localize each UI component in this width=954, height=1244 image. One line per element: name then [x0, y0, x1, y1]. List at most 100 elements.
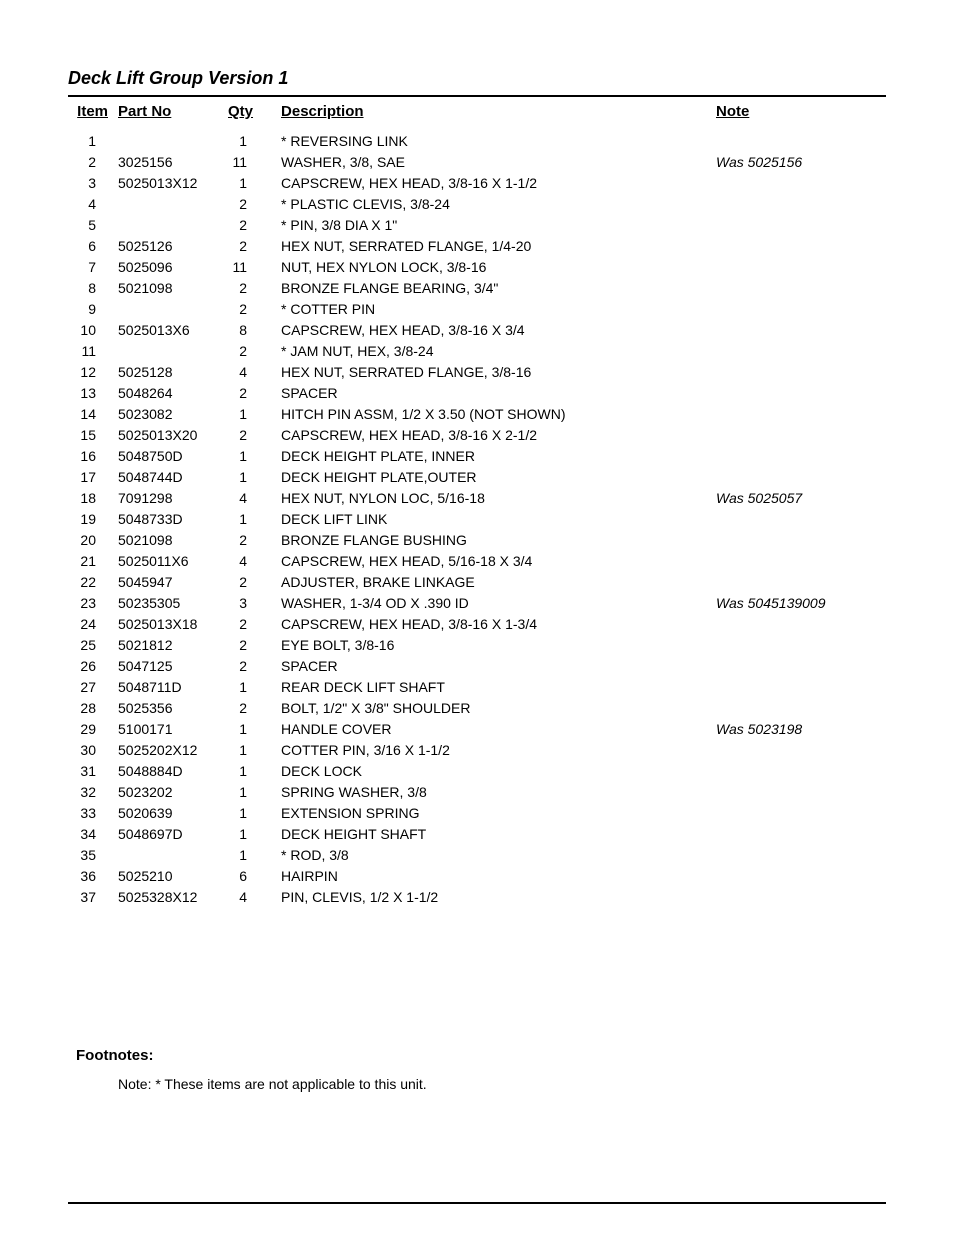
col-header-note: Note	[716, 103, 886, 130]
cell-note	[716, 529, 886, 550]
cell-note	[716, 823, 886, 844]
cell-qty: 2	[228, 424, 281, 445]
cell-qty: 4	[228, 361, 281, 382]
cell-description: HITCH PIN ASSM, 1/2 X 3.50 (NOT SHOWN)	[281, 403, 716, 424]
cell-description: CAPSCREW, HEX HEAD, 3/8-16 X 1-1/2	[281, 172, 716, 193]
table-row: 345048697D1DECK HEIGHT SHAFT	[68, 823, 886, 844]
cell-partno: 7091298	[118, 487, 228, 508]
cell-item: 33	[68, 802, 118, 823]
cell-note	[716, 466, 886, 487]
cell-qty: 2	[228, 697, 281, 718]
table-row: 2250459472ADJUSTER, BRAKE LINKAGE	[68, 571, 886, 592]
table-row: 7502509611NUT, HEX NYLON LOCK, 3/8-16	[68, 256, 886, 277]
cell-description: * COTTER PIN	[281, 298, 716, 319]
cell-note	[716, 655, 886, 676]
cell-partno: 5025210	[118, 865, 228, 886]
table-row: 92* COTTER PIN	[68, 298, 886, 319]
table-row: 165048750D1DECK HEIGHT PLATE, INNER	[68, 445, 886, 466]
cell-partno: 5025328X12	[118, 886, 228, 907]
cell-qty: 1	[228, 823, 281, 844]
cell-partno: 5025356	[118, 697, 228, 718]
cell-item: 19	[68, 508, 118, 529]
cell-qty: 2	[228, 382, 281, 403]
cell-partno: 5048884D	[118, 760, 228, 781]
cell-note	[716, 760, 886, 781]
cell-item: 31	[68, 760, 118, 781]
table-row: 35025013X121CAPSCREW, HEX HEAD, 3/8-16 X…	[68, 172, 886, 193]
cell-description: REAR DECK LIFT SHAFT	[281, 676, 716, 697]
cell-item: 9	[68, 298, 118, 319]
table-row: 3650252106HAIRPIN	[68, 865, 886, 886]
cell-partno: 5021098	[118, 529, 228, 550]
cell-partno: 50235305	[118, 592, 228, 613]
table-row: 195048733D1DECK LIFT LINK	[68, 508, 886, 529]
cell-qty: 8	[228, 319, 281, 340]
cell-item: 32	[68, 781, 118, 802]
cell-note	[716, 508, 886, 529]
cell-note	[716, 445, 886, 466]
cell-partno: 5023082	[118, 403, 228, 424]
cell-item: 12	[68, 361, 118, 382]
cell-item: 15	[68, 424, 118, 445]
table-row: 2302515611WASHER, 3/8, SAEWas 5025156	[68, 151, 886, 172]
cell-qty: 1	[228, 781, 281, 802]
cell-item: 24	[68, 613, 118, 634]
cell-partno: 5025013X6	[118, 319, 228, 340]
parts-table-body: 11* REVERSING LINK2302515611WASHER, 3/8,…	[68, 130, 886, 907]
cell-note	[716, 676, 886, 697]
cell-item: 14	[68, 403, 118, 424]
cell-note	[716, 844, 886, 865]
cell-qty: 11	[228, 256, 281, 277]
cell-partno: 5025128	[118, 361, 228, 382]
table-row: 3250232021SPRING WASHER, 3/8	[68, 781, 886, 802]
table-row: 105025013X68CAPSCREW, HEX HEAD, 3/8-16 X…	[68, 319, 886, 340]
cell-item: 29	[68, 718, 118, 739]
cell-qty: 1	[228, 466, 281, 487]
cell-note	[716, 172, 886, 193]
cell-description: SPACER	[281, 382, 716, 403]
cell-note	[716, 886, 886, 907]
table-row: 1250251284HEX NUT, SERRATED FLANGE, 3/8-…	[68, 361, 886, 382]
cell-description: EXTENSION SPRING	[281, 802, 716, 823]
cell-partno: 5045947	[118, 571, 228, 592]
table-row: 2850253562BOLT, 1/2" X 3/8" SHOULDER	[68, 697, 886, 718]
table-row: 850210982BRONZE FLANGE BEARING, 3/4"	[68, 277, 886, 298]
cell-partno: 5048733D	[118, 508, 228, 529]
cell-partno: 5048697D	[118, 823, 228, 844]
cell-partno: 5025013X18	[118, 613, 228, 634]
cell-partno: 5025013X12	[118, 172, 228, 193]
table-row: 245025013X182CAPSCREW, HEX HEAD, 3/8-16 …	[68, 613, 886, 634]
cell-item: 5	[68, 214, 118, 235]
cell-qty: 3	[228, 592, 281, 613]
cell-description: * ROD, 3/8	[281, 844, 716, 865]
parts-table: Item Part No Qty Description Note 11* RE…	[68, 103, 886, 907]
cell-note	[716, 277, 886, 298]
cell-partno: 5021812	[118, 634, 228, 655]
cell-qty: 1	[228, 508, 281, 529]
cell-item: 23	[68, 592, 118, 613]
cell-description: CAPSCREW, HEX HEAD, 5/16-18 X 3/4	[281, 550, 716, 571]
cell-item: 27	[68, 676, 118, 697]
cell-note	[716, 802, 886, 823]
cell-description: SPACER	[281, 655, 716, 676]
cell-description: DECK HEIGHT PLATE, INNER	[281, 445, 716, 466]
cell-partno	[118, 214, 228, 235]
cell-item: 20	[68, 529, 118, 550]
cell-note	[716, 739, 886, 760]
cell-partno	[118, 298, 228, 319]
cell-qty: 1	[228, 445, 281, 466]
cell-qty: 2	[228, 655, 281, 676]
cell-item: 36	[68, 865, 118, 886]
cell-description: WASHER, 1-3/4 OD X .390 ID	[281, 592, 716, 613]
cell-description: EYE BOLT, 3/8-16	[281, 634, 716, 655]
cell-partno: 5025202X12	[118, 739, 228, 760]
cell-description: NUT, HEX NYLON LOCK, 3/8-16	[281, 256, 716, 277]
cell-item: 18	[68, 487, 118, 508]
cell-item: 11	[68, 340, 118, 361]
cell-item: 2	[68, 151, 118, 172]
cell-description: DECK HEIGHT SHAFT	[281, 823, 716, 844]
table-row: 23502353053WASHER, 1-3/4 OD X .390 IDWas…	[68, 592, 886, 613]
cell-qty: 2	[228, 571, 281, 592]
table-row: 650251262HEX NUT, SERRATED FLANGE, 1/4-2…	[68, 235, 886, 256]
cell-qty: 1	[228, 172, 281, 193]
